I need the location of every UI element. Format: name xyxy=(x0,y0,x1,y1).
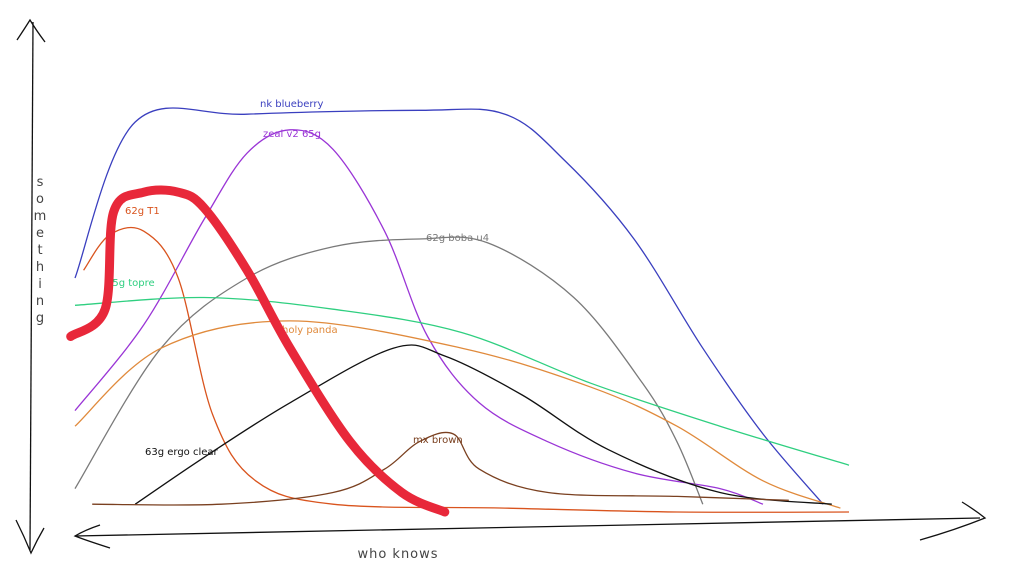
y-axis-label-char: h xyxy=(36,260,44,275)
x-axis-arrow-left xyxy=(73,524,111,549)
series-label-1: nk blueberry xyxy=(260,99,323,110)
series-line-1 xyxy=(74,107,824,505)
series-line-8 xyxy=(92,431,789,506)
series-line-7 xyxy=(134,344,832,505)
series-label-3: 62g boba u4 xyxy=(426,233,489,244)
y-axis-label-char: t xyxy=(37,243,42,258)
series-label-2: zeal v2 65g xyxy=(263,129,321,140)
y-axis-label-char: e xyxy=(36,226,44,241)
y-axis-arrow-top xyxy=(16,18,46,43)
series-labels: nk blueberry zeal v2 65g 62g boba u4 62g T1… xyxy=(106,99,489,458)
series-lines xyxy=(74,107,850,513)
y-axis-label-char: g xyxy=(36,311,44,326)
y-axis xyxy=(29,21,34,551)
series-line-6 xyxy=(74,320,841,509)
x-axis-arrow-right xyxy=(919,501,987,541)
series-label-7: 63g ergo clear xyxy=(145,447,219,458)
series-label-8: mx brown xyxy=(413,435,463,446)
x-axis-label: who knows xyxy=(357,547,438,562)
series-label-5: 45g topre xyxy=(106,278,155,289)
series-line-2 xyxy=(74,129,764,505)
y-axis-label-char: s xyxy=(37,175,44,190)
y-axis-label-char: n xyxy=(36,294,44,309)
red-annotation-stroke xyxy=(66,185,450,517)
y-axis-arrow-bottom xyxy=(15,519,45,555)
series-label-4: 62g T1 xyxy=(125,206,160,217)
series-line-4 xyxy=(83,226,850,513)
y-axis-label-char: i xyxy=(38,277,42,292)
x-axis xyxy=(74,517,981,537)
y-axis-label-char: o xyxy=(36,192,44,207)
series-line-3 xyxy=(74,236,704,505)
series-line-5 xyxy=(74,296,850,466)
y-axis-label-char: m xyxy=(34,209,47,224)
series-label-6: holy panda xyxy=(282,325,338,336)
